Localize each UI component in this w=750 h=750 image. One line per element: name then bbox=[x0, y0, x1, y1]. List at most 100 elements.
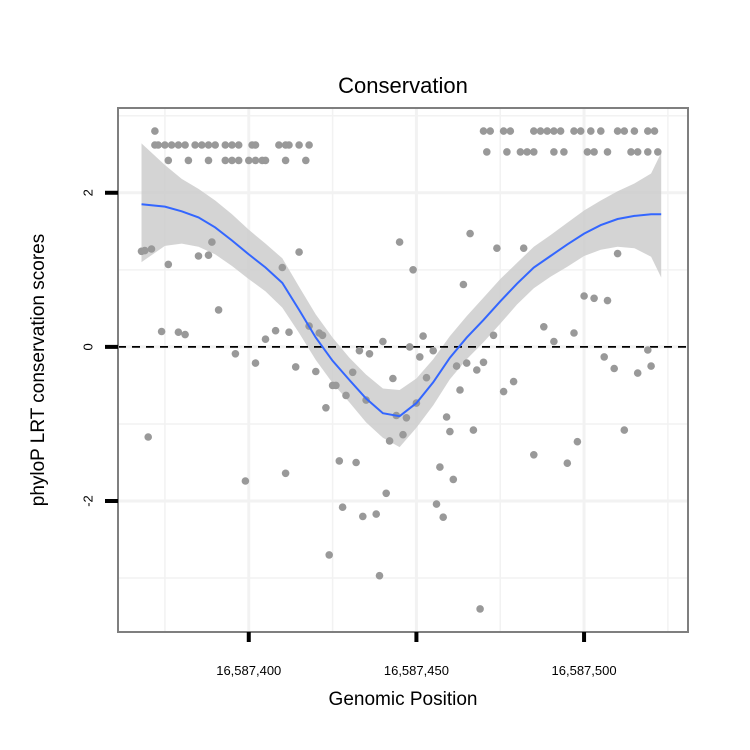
data-point bbox=[630, 127, 639, 135]
data-point bbox=[439, 513, 448, 521]
panel-background bbox=[118, 108, 688, 632]
data-point bbox=[221, 156, 230, 165]
data-point bbox=[493, 244, 501, 252]
data-point bbox=[194, 252, 203, 260]
data-point bbox=[560, 148, 568, 156]
data-point bbox=[348, 368, 357, 377]
data-point bbox=[275, 141, 283, 149]
data-point bbox=[245, 156, 253, 165]
data-point bbox=[644, 148, 652, 156]
data-point bbox=[506, 127, 515, 135]
data-point bbox=[342, 391, 350, 400]
data-point bbox=[144, 433, 152, 441]
data-point bbox=[647, 362, 655, 370]
data-point bbox=[654, 148, 662, 156]
data-point bbox=[338, 503, 347, 512]
data-point bbox=[164, 260, 173, 269]
data-point bbox=[365, 350, 374, 358]
data-point bbox=[181, 141, 189, 149]
data-point bbox=[523, 148, 531, 156]
y-axis-title: phyloP LRT conservation scores bbox=[28, 234, 49, 507]
data-point bbox=[563, 459, 572, 468]
data-point bbox=[208, 238, 216, 246]
data-point bbox=[261, 156, 270, 165]
data-point bbox=[395, 238, 404, 246]
chart-title: Conservation bbox=[338, 73, 468, 98]
data-point bbox=[627, 148, 635, 156]
y-tick-label: 0 bbox=[81, 343, 96, 350]
axes-layer: 16,587,400 16,587,450 16,587,500 2 0 -2 bbox=[81, 189, 617, 678]
data-point bbox=[174, 141, 183, 149]
data-point bbox=[355, 346, 364, 355]
data-point bbox=[456, 386, 464, 394]
data-point bbox=[466, 229, 474, 238]
data-point bbox=[228, 156, 236, 165]
data-point bbox=[473, 366, 481, 374]
data-point bbox=[644, 127, 652, 135]
data-point bbox=[382, 489, 391, 498]
data-point bbox=[285, 141, 293, 149]
data-point bbox=[479, 358, 488, 367]
data-point bbox=[312, 367, 320, 376]
data-point bbox=[519, 244, 528, 252]
data-point bbox=[211, 141, 219, 149]
data-point bbox=[583, 148, 592, 156]
data-point bbox=[251, 141, 260, 149]
data-point bbox=[167, 141, 176, 149]
data-point bbox=[573, 437, 582, 446]
data-point bbox=[499, 127, 508, 135]
data-point bbox=[570, 127, 578, 135]
data-point bbox=[530, 451, 538, 459]
data-point bbox=[416, 353, 424, 361]
data-point bbox=[261, 335, 270, 344]
data-point bbox=[633, 148, 642, 156]
data-point bbox=[154, 141, 162, 149]
data-point bbox=[462, 359, 471, 367]
data-point bbox=[141, 246, 149, 255]
data-point bbox=[503, 148, 511, 156]
data-point bbox=[486, 127, 495, 135]
data-point bbox=[151, 127, 159, 135]
data-point bbox=[476, 605, 484, 613]
data-point bbox=[543, 127, 551, 135]
data-point bbox=[231, 350, 240, 358]
data-point bbox=[278, 263, 287, 272]
data-point bbox=[650, 127, 659, 135]
data-point bbox=[603, 148, 612, 156]
data-point bbox=[362, 396, 370, 404]
data-point bbox=[204, 251, 213, 259]
data-point bbox=[530, 148, 538, 156]
x-axis-title: Genomic Position bbox=[329, 689, 478, 710]
data-point bbox=[613, 249, 622, 258]
data-point bbox=[600, 353, 608, 361]
data-point bbox=[318, 331, 327, 340]
data-point bbox=[610, 364, 618, 373]
smooth-line-layer bbox=[141, 203, 662, 418]
data-point bbox=[452, 362, 461, 370]
data-point bbox=[332, 381, 340, 390]
data-point bbox=[375, 571, 384, 580]
data-point bbox=[147, 245, 156, 253]
data-point bbox=[603, 296, 612, 305]
data-point bbox=[389, 374, 397, 383]
smooth-line bbox=[141, 203, 662, 418]
data-point bbox=[241, 477, 250, 485]
data-point bbox=[191, 141, 199, 149]
data-point bbox=[228, 141, 236, 149]
data-point bbox=[530, 127, 538, 135]
data-point bbox=[409, 266, 417, 274]
data-point bbox=[436, 463, 444, 471]
data-point bbox=[251, 359, 260, 367]
data-point bbox=[291, 363, 300, 371]
data-point bbox=[335, 457, 344, 465]
data-point bbox=[271, 326, 280, 335]
data-point bbox=[184, 156, 193, 165]
data-point bbox=[251, 156, 260, 165]
data-point bbox=[174, 328, 183, 337]
data-point bbox=[305, 141, 313, 149]
y-tick-label: -2 bbox=[81, 495, 96, 507]
data-point bbox=[214, 306, 223, 314]
data-point bbox=[322, 404, 330, 412]
data-point bbox=[281, 469, 290, 478]
